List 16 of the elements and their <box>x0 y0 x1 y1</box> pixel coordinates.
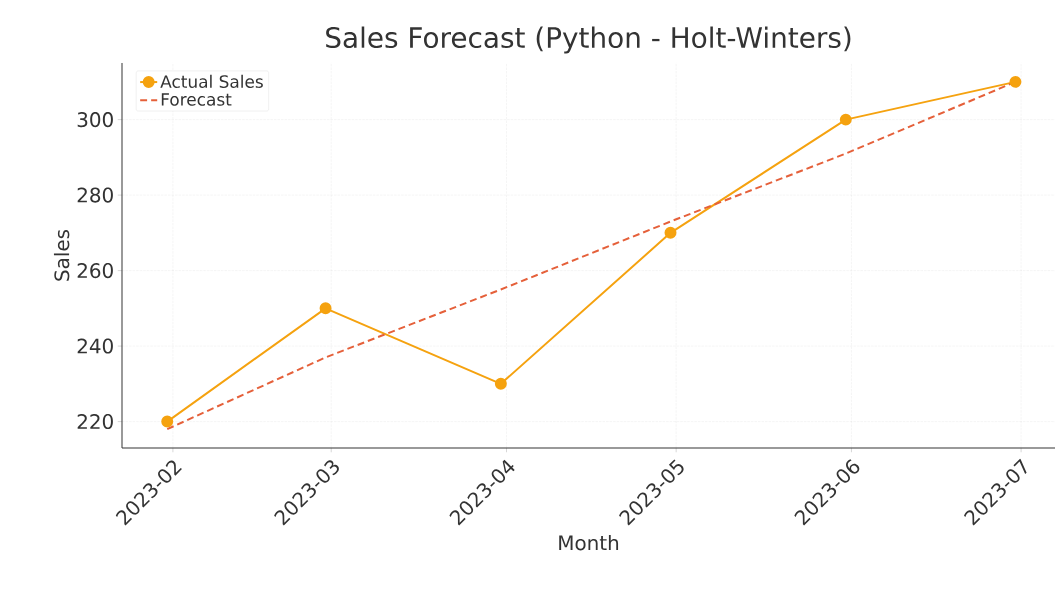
point <box>839 113 852 126</box>
y-tick-label: 220 <box>77 414 113 430</box>
chart-title: Sales Forecast (Python - Holt-Winters) <box>326 26 851 54</box>
point <box>494 377 507 390</box>
legend-label: Forecast <box>161 93 232 106</box>
point <box>1009 75 1022 88</box>
y-axis-title: Sales <box>53 229 70 281</box>
point <box>161 415 174 428</box>
legend-label: Actual Sales <box>160 74 263 88</box>
x-axis-title: Month <box>559 534 619 551</box>
point <box>664 226 677 239</box>
y-tick-label: 240 <box>77 338 113 354</box>
y-tick-label: 300 <box>77 112 113 128</box>
y-tick-label: 260 <box>77 263 113 279</box>
point <box>319 302 332 315</box>
y-tick-label: 280 <box>77 187 113 203</box>
